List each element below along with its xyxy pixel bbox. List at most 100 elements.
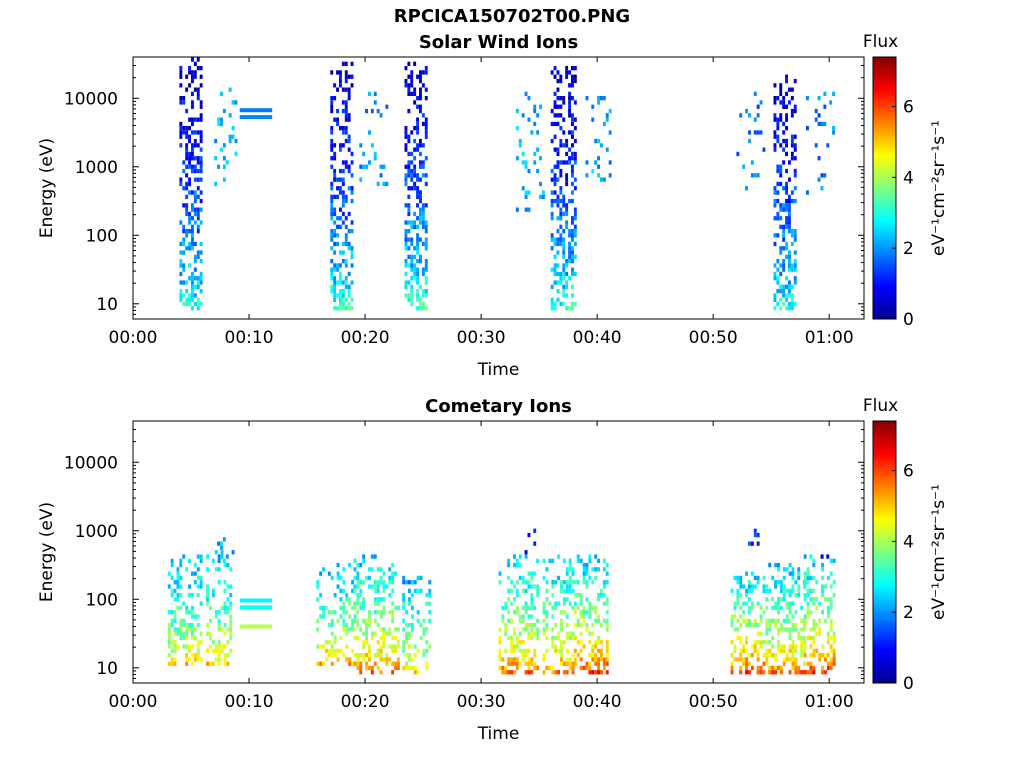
flux-cell <box>368 575 371 581</box>
flux-cell <box>777 610 780 615</box>
flux-cell <box>562 203 566 208</box>
flux-cell <box>765 631 769 636</box>
flux-cell <box>560 623 563 628</box>
flux-cell <box>797 593 801 598</box>
flux-cell <box>231 134 235 139</box>
flux-cell <box>365 618 368 623</box>
flux-cell <box>368 614 371 619</box>
flux-cell <box>527 96 531 101</box>
flux-cell <box>573 117 577 122</box>
flux-cell <box>565 224 569 229</box>
flux-cell <box>179 584 183 589</box>
flux-cell <box>373 580 377 585</box>
flux-cell <box>330 186 334 191</box>
flux-cell <box>803 661 806 666</box>
flux-cell <box>196 117 200 122</box>
flux-cell <box>351 588 354 593</box>
flux-cell <box>551 558 555 563</box>
flux-cell <box>347 134 351 139</box>
flux-cell <box>793 237 797 242</box>
flux-cell <box>565 70 569 75</box>
flux-cell <box>199 289 203 294</box>
flux-cell <box>188 623 191 628</box>
flux-cell <box>794 580 798 585</box>
flux-cell <box>382 635 386 641</box>
flux-cell <box>347 289 351 294</box>
flux-cell <box>339 263 342 268</box>
flux-cell <box>779 588 783 593</box>
flux-cell <box>341 241 345 247</box>
flux-cell <box>782 160 786 165</box>
flux-cell <box>571 301 574 307</box>
flux-cell <box>788 301 791 307</box>
flux-cell <box>344 241 348 247</box>
flux-cell <box>762 588 766 593</box>
flux-cell <box>344 216 348 221</box>
flux-cell <box>199 177 203 182</box>
flux-cell <box>806 605 810 611</box>
flux-cell <box>179 575 183 581</box>
flux-cell <box>788 254 791 259</box>
flux-cell <box>339 224 342 229</box>
flux-cell <box>182 601 186 606</box>
flux-cell <box>765 648 769 653</box>
flux-cell <box>588 575 592 581</box>
flux-cell <box>341 306 345 311</box>
flux-cell <box>745 593 748 598</box>
flux-cell <box>333 297 337 302</box>
flux-cell <box>339 575 343 581</box>
flux-cell <box>407 151 411 157</box>
flux-cell <box>217 644 221 649</box>
flux-cell <box>193 168 197 174</box>
flux-cell <box>594 670 598 675</box>
flux-cell <box>185 233 189 238</box>
flux-cell <box>782 203 786 208</box>
flux-cell <box>214 610 218 615</box>
flux-cell <box>226 640 230 645</box>
flux-cell <box>347 306 351 311</box>
flux-cell <box>344 126 348 131</box>
flux-cell <box>373 91 377 96</box>
flux-cell <box>333 289 337 294</box>
flux-cell <box>730 661 734 666</box>
flux-cell <box>211 588 215 593</box>
flux-cell <box>562 276 566 281</box>
flux-cell <box>785 74 788 79</box>
flux-cell <box>756 653 760 658</box>
flux-cell <box>206 648 209 653</box>
flux-cell <box>515 562 519 568</box>
flux-cell <box>347 87 351 92</box>
flux-cell <box>424 246 428 251</box>
flux-cell <box>419 104 422 109</box>
flux-cell <box>557 631 560 636</box>
flux-cell <box>220 545 223 551</box>
flux-cell <box>524 653 528 658</box>
x-tick-label: 00:10 <box>225 328 274 348</box>
flux-cell <box>501 657 505 662</box>
flux-cell <box>339 74 342 79</box>
flux-cell <box>179 126 183 131</box>
flux-cell <box>797 588 801 593</box>
flux-cell <box>336 618 340 623</box>
flux-cell <box>407 211 411 217</box>
flux-cell <box>550 168 554 174</box>
flux-cell <box>568 657 572 662</box>
panel-title: Solar Wind Ions <box>419 32 578 53</box>
flux-cell <box>788 220 791 225</box>
flux-cell <box>803 648 806 653</box>
flux-cell <box>179 220 183 225</box>
flux-cell <box>515 156 519 161</box>
flux-cell <box>179 100 183 105</box>
flux-cell <box>510 661 513 666</box>
flux-cell <box>565 567 569 572</box>
flux-cell <box>565 571 569 576</box>
flux-cell <box>791 588 795 593</box>
flux-cell <box>515 558 519 563</box>
flux-cell <box>379 580 383 585</box>
flux-cell <box>176 575 180 581</box>
flux-cell <box>821 575 824 581</box>
flux-cell <box>553 190 557 195</box>
flux-cell <box>407 61 411 66</box>
flux-cell <box>779 113 783 118</box>
flux-cell <box>214 648 218 653</box>
